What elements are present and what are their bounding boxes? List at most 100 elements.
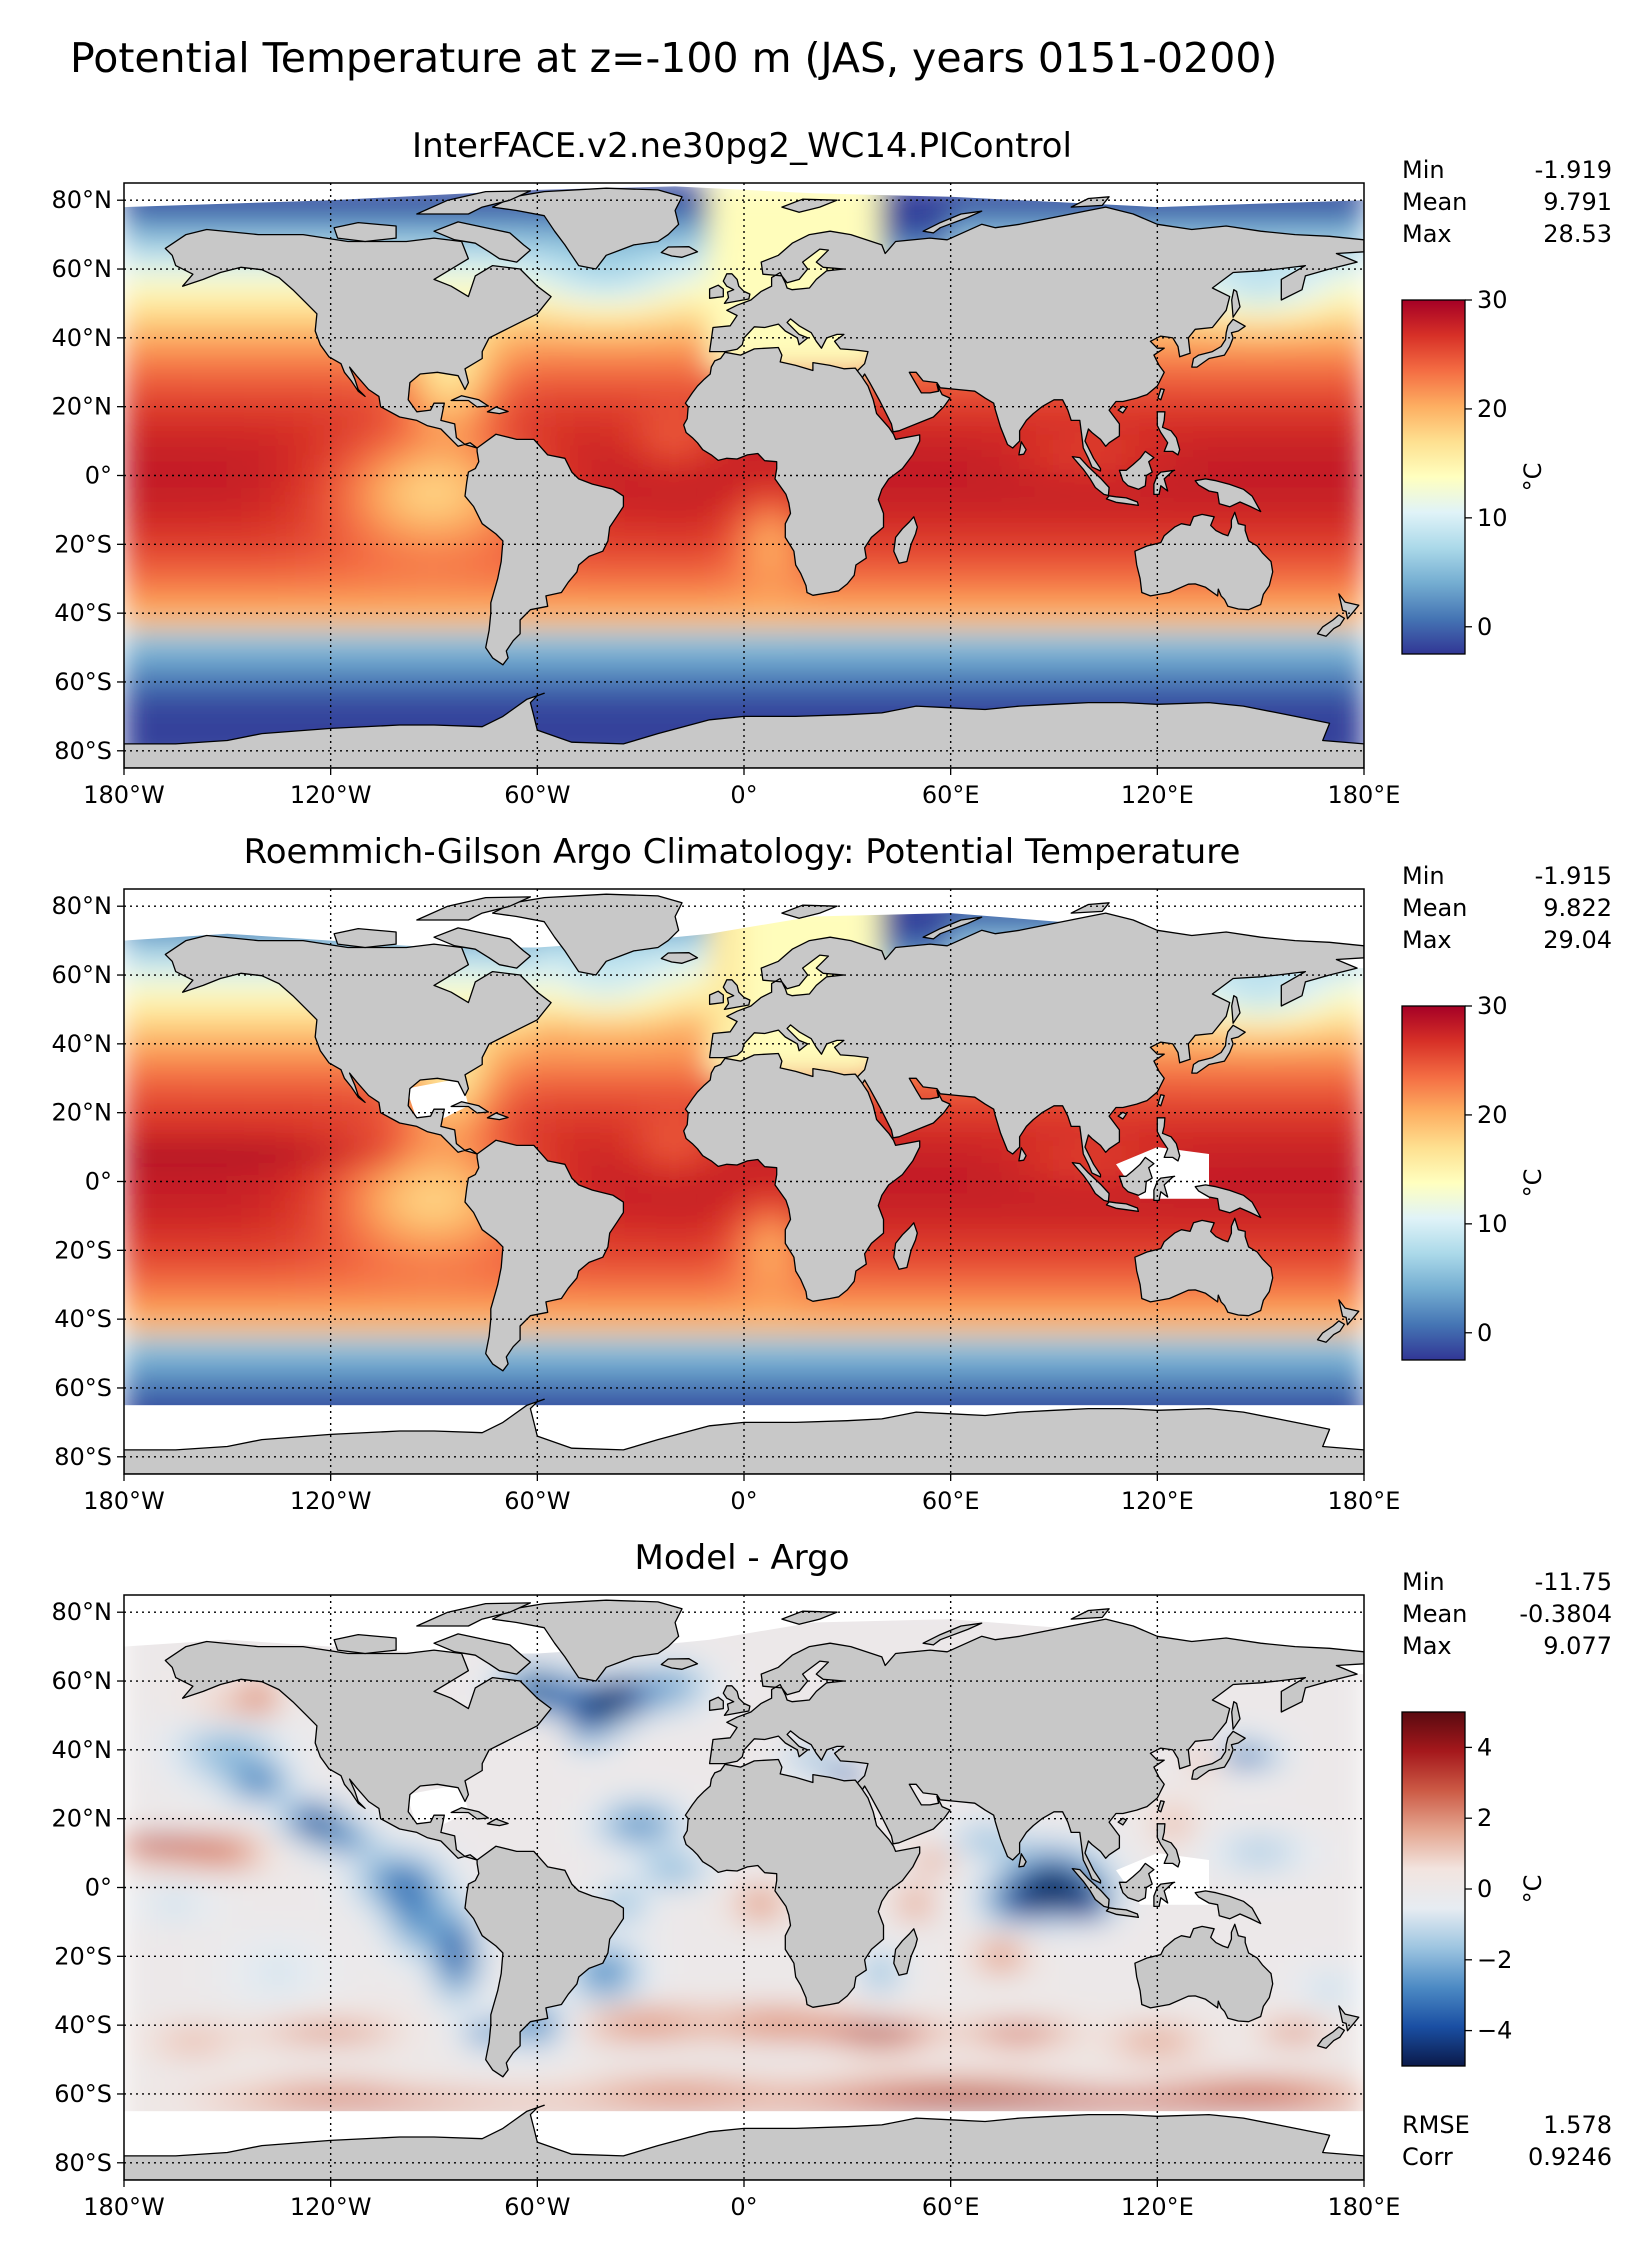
- ocean-cell: [312, 560, 332, 580]
- ocean-cell: [966, 629, 987, 649]
- stats-block: Min -1.915 Mean 9.822 Max 29.04: [1402, 862, 1612, 954]
- ocean-cell: [1259, 1180, 1279, 1200]
- ocean-cell: [1259, 216, 1279, 236]
- ocean-cell: [622, 1146, 642, 1166]
- ocean-cell: [570, 354, 590, 374]
- ocean-cell: [243, 319, 263, 339]
- ocean-cell: [1104, 1146, 1124, 1166]
- ocean-cell: [932, 422, 952, 443]
- ocean-cell: [743, 457, 763, 477]
- ocean-cell: [191, 560, 212, 580]
- ocean-cell: [398, 681, 418, 701]
- ocean-cell: [1311, 216, 1331, 236]
- ocean-cell: [243, 1318, 263, 1338]
- ocean-cell: [346, 457, 367, 477]
- lon-tick-label: 60°E: [922, 781, 980, 809]
- ocean-cell: [691, 991, 711, 1011]
- ocean-cell: [966, 1232, 987, 1252]
- ocean-cell: [1018, 457, 1038, 477]
- ocean-cell: [415, 474, 435, 494]
- ocean-cell: [191, 336, 212, 357]
- ocean-cell: [1018, 1335, 1038, 1355]
- ocean-cell: [708, 543, 728, 563]
- ocean-cell: [174, 491, 194, 511]
- ocean-cell: [880, 1197, 900, 1217]
- ocean-cell: [880, 1214, 900, 1235]
- ocean-cell: [1328, 974, 1348, 994]
- ocean-cell: [1328, 543, 1348, 563]
- ocean-cell: [1328, 302, 1348, 322]
- map-area: [123, 888, 1365, 1475]
- ocean-cell: [966, 1128, 987, 1149]
- ocean-cell: [450, 1335, 470, 1355]
- ocean-cell: [364, 1266, 384, 1286]
- ocean-cell: [1018, 1249, 1038, 1269]
- ocean-cell: [260, 526, 280, 546]
- ocean-cell: [1294, 1128, 1314, 1149]
- ocean-cell: [829, 216, 849, 236]
- ocean-cell: [863, 646, 883, 666]
- ocean-cell: [863, 1318, 883, 1338]
- ocean-cell: [433, 560, 453, 580]
- ocean-cell: [949, 526, 969, 546]
- ocean-cell: [1242, 336, 1262, 357]
- ocean-cell: [760, 1197, 780, 1217]
- ocean-cell: [191, 1146, 212, 1166]
- ocean-cell: [1345, 1008, 1364, 1028]
- ocean-cell: [674, 285, 694, 305]
- ocean-cell: [1259, 1008, 1279, 1028]
- lat-tick-label: 80°S: [54, 737, 112, 765]
- ocean-cell: [278, 422, 298, 443]
- ocean-cell: [1225, 1094, 1245, 1114]
- ocean-cell: [1259, 457, 1279, 477]
- ocean-cell: [622, 577, 642, 597]
- ocean-cell: [1121, 1283, 1142, 1303]
- ocean-cell: [312, 1266, 332, 1286]
- ocean-cell: [278, 474, 298, 494]
- ocean-cell: [1328, 526, 1348, 546]
- ocean-cell: [140, 1352, 160, 1372]
- ocean-cell: [209, 336, 229, 357]
- ocean-cell: [1208, 1214, 1228, 1235]
- ocean-cell: [1190, 491, 1210, 511]
- ocean-cell: [1156, 1214, 1176, 1235]
- ocean-cell: [1053, 560, 1073, 580]
- ocean-cell: [1259, 422, 1279, 443]
- ocean-cell: [1276, 474, 1297, 494]
- ocean-cell: [1070, 1283, 1090, 1303]
- ocean-cell: [415, 663, 435, 683]
- ocean-cell: [605, 268, 625, 288]
- ocean-cell: [966, 508, 987, 529]
- ocean-cell: [1225, 1128, 1245, 1149]
- ocean-cell: [1294, 1042, 1314, 1063]
- ocean-cell: [381, 491, 401, 511]
- ocean-cell: [157, 1163, 177, 1183]
- ocean-cell: [1104, 1352, 1124, 1372]
- ocean-cell: [1001, 629, 1021, 649]
- ocean-cell: [1294, 1111, 1314, 1131]
- ocean-cell: [1208, 1300, 1228, 1321]
- ocean-cell: [1104, 629, 1124, 649]
- ocean-cell: [1328, 199, 1348, 219]
- ocean-cell: [364, 1283, 384, 1303]
- ocean-cell: [1053, 646, 1073, 666]
- ocean-cell: [880, 199, 900, 219]
- ocean-cell: [966, 1249, 987, 1269]
- ocean-cell: [1294, 1352, 1314, 1372]
- ocean-cell: [329, 1146, 349, 1166]
- ocean-cell: [467, 1318, 487, 1338]
- ocean-cell: [553, 1318, 573, 1338]
- ocean-cell: [140, 1163, 160, 1183]
- ocean-cell: [708, 491, 728, 511]
- ocean-cell: [1345, 681, 1364, 701]
- ocean-cell: [191, 577, 212, 597]
- ocean-cell: [450, 1249, 470, 1269]
- ocean-cell: [398, 698, 418, 718]
- ocean-cell: [174, 1335, 194, 1355]
- ocean-cell: [536, 1025, 556, 1045]
- ocean-cell: [140, 440, 160, 460]
- ocean-cell: [743, 1180, 763, 1200]
- ocean-cell: [295, 336, 315, 357]
- ocean-cell: [588, 646, 608, 666]
- ocean-cell: [536, 1318, 556, 1338]
